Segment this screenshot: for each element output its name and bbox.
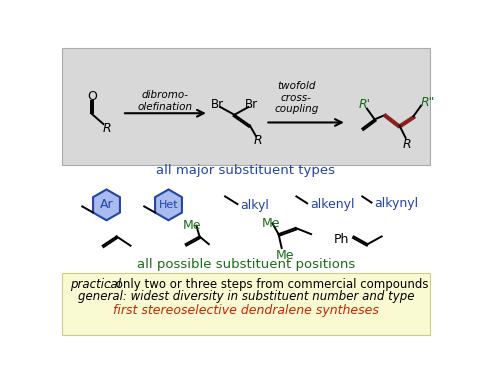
Polygon shape xyxy=(93,190,120,220)
Text: Br: Br xyxy=(211,98,224,111)
Text: Br: Br xyxy=(245,98,258,111)
Bar xyxy=(62,273,430,335)
Text: general: widest diversity in substituent number and type: general: widest diversity in substituent… xyxy=(78,290,414,303)
Bar xyxy=(62,48,430,165)
Text: practical: practical xyxy=(70,278,121,291)
Text: all possible substituent positions: all possible substituent positions xyxy=(137,258,355,271)
Text: Het: Het xyxy=(159,200,178,210)
Text: : only two or three steps from commercial compounds: : only two or three steps from commercia… xyxy=(108,278,429,291)
Text: twofold
cross-
coupling: twofold cross- coupling xyxy=(274,81,319,114)
Text: dibromo-
olefination: dibromo- olefination xyxy=(138,90,193,112)
Text: alkynyl: alkynyl xyxy=(375,197,419,210)
Text: alkenyl: alkenyl xyxy=(311,197,355,211)
Text: R: R xyxy=(403,138,411,150)
Text: alkyl: alkyl xyxy=(240,199,269,212)
Text: first stereoselective dendralene syntheses: first stereoselective dendralene synthes… xyxy=(113,304,379,317)
Text: all major substituent types: all major substituent types xyxy=(156,164,336,177)
Text: Ar: Ar xyxy=(100,198,113,211)
Text: Me: Me xyxy=(262,217,280,230)
Text: Ph: Ph xyxy=(334,233,349,246)
Text: Me: Me xyxy=(182,219,201,232)
Polygon shape xyxy=(155,190,182,220)
Text: Me: Me xyxy=(276,249,294,262)
Text: R: R xyxy=(102,122,111,135)
Text: R: R xyxy=(253,135,262,147)
Text: O: O xyxy=(87,90,97,103)
Text: R": R" xyxy=(420,96,434,109)
Text: R': R' xyxy=(359,97,371,111)
